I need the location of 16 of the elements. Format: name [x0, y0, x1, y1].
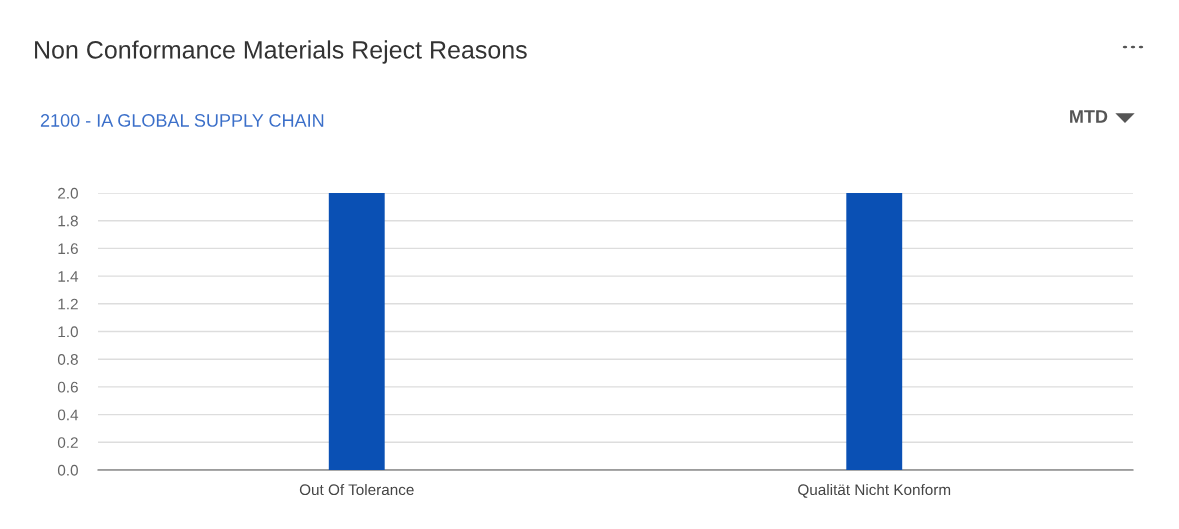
y-tick-label: 0.2: [57, 437, 78, 448]
chart-title: Non Conformance Materials Reject Reasons: [35, 40, 527, 64]
y-tick-label: 1.4: [58, 271, 79, 282]
chart-subtitle: 2100 - IA GLOBAL SUPPLY CHAIN: [40, 114, 324, 127]
y-tick-label: 1.6: [58, 243, 78, 255]
y-tick-label: 1.8: [58, 215, 78, 227]
x-tick-label: Out Of Tolerance: [299, 483, 414, 496]
y-tick-label: 1.0: [58, 326, 78, 338]
x-tick-label: Qualität Nicht Konform: [798, 483, 951, 498]
text: MTD: [1070, 110, 1108, 123]
y-tick-label: 0.8: [57, 354, 78, 365]
y-tick-label: 0.6: [57, 381, 78, 393]
y-tick-label: 1.2: [58, 298, 78, 310]
y-tick-label: 0.0: [57, 464, 78, 476]
y-tick-label: 2.0: [58, 187, 78, 199]
y-tick-label: 0.4: [57, 409, 79, 421]
